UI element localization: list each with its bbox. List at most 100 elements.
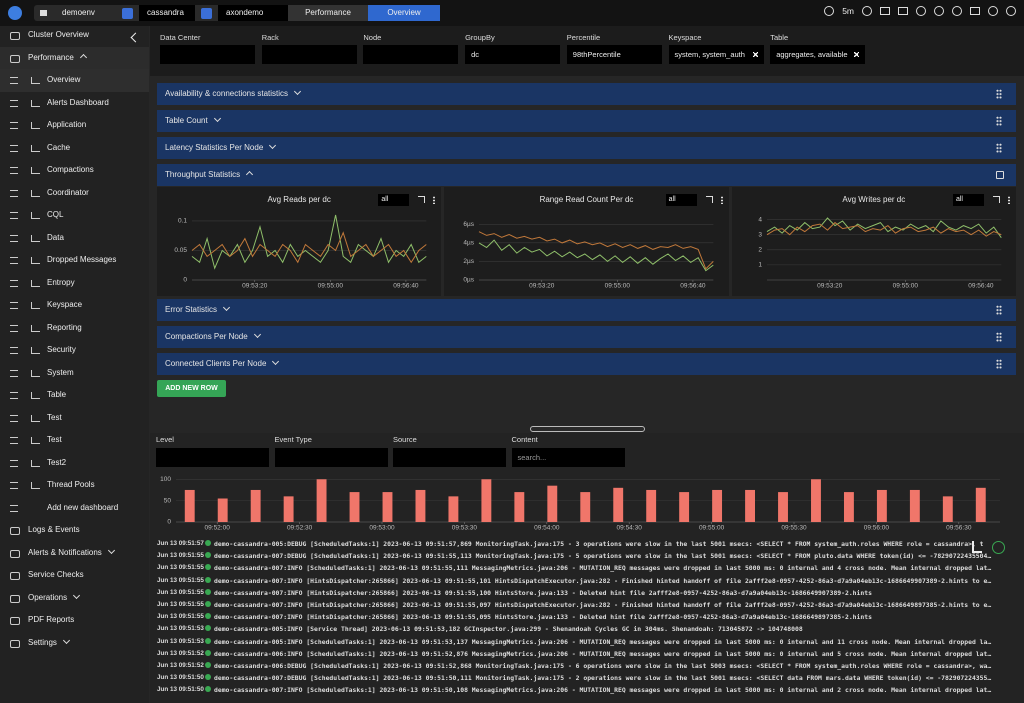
row-header[interactable]: Table Count xyxy=(157,110,1016,132)
row-header[interactable]: Compactions Per Node xyxy=(157,326,1016,348)
dashboard-link[interactable]: Security xyxy=(0,339,149,362)
dashboard-link[interactable]: Coordinator xyxy=(0,182,149,205)
log-row[interactable]: Jun 13 09:51:55 demo-cassandra-007:INFO [… xyxy=(157,611,1003,623)
breadcrumb[interactable]: Overview xyxy=(368,5,440,21)
nav-item[interactable]: Settings xyxy=(0,632,149,655)
breadcrumb[interactable]: Performance xyxy=(288,5,368,21)
refresh-icon[interactable] xyxy=(916,6,926,16)
search-icon[interactable] xyxy=(988,6,998,16)
monitor-icon[interactable] xyxy=(970,7,980,15)
filter-input[interactable] xyxy=(363,45,459,64)
home-icon[interactable] xyxy=(34,5,54,21)
dashboard-link[interactable]: Overview xyxy=(0,69,149,92)
sort-icon[interactable] xyxy=(972,541,982,553)
dashboard-link[interactable]: Compactions xyxy=(0,159,149,182)
row-header[interactable]: Error Statistics xyxy=(157,299,1016,321)
edit-icon[interactable] xyxy=(996,171,1004,179)
dashboard-link[interactable]: Entropy xyxy=(0,272,149,295)
log-row[interactable]: Jun 13 09:51:50 demo-cassandra-007:INFO [… xyxy=(157,684,1003,696)
dashboard-link[interactable]: Test xyxy=(0,407,149,430)
breadcrumb[interactable]: demoenv xyxy=(62,8,95,17)
filter-input[interactable] xyxy=(160,45,255,64)
filter-input[interactable]: 98thPercentile xyxy=(566,45,662,64)
row-header[interactable]: Connected Clients Per Node xyxy=(157,353,1016,375)
log-row[interactable]: Jun 13 09:51:52 demo-cassandra-006:DEBUG … xyxy=(157,660,1003,672)
logo[interactable] xyxy=(8,6,22,20)
nav-item[interactable]: Logs & Events xyxy=(0,519,149,542)
breadcrumb[interactable]: cassandra xyxy=(139,5,195,21)
log-row[interactable]: Jun 13 09:51:55 demo-cassandra-007:INFO [… xyxy=(157,587,1003,599)
log-row[interactable]: Jun 13 09:51:55 demo-cassandra-007:INFO [… xyxy=(157,599,1003,611)
expand-icon[interactable] xyxy=(992,196,1000,203)
log-filter-input[interactable] xyxy=(393,448,506,467)
dashboard-link[interactable]: Alerts Dashboard xyxy=(0,92,149,115)
dashboard-link[interactable]: Test2 xyxy=(0,452,149,475)
pause-icon[interactable] xyxy=(880,7,890,15)
dashboard-link[interactable]: Application xyxy=(0,114,149,137)
log-row[interactable]: Jun 13 09:51:57 demo-cassandra-005:DEBUG … xyxy=(157,538,1003,550)
log-filter-input[interactable] xyxy=(156,448,269,467)
dashboard-link[interactable]: Keyspace xyxy=(0,294,149,317)
nav-item[interactable]: Service Checks xyxy=(0,564,149,587)
nav-item[interactable]: Alerts & Notifications xyxy=(0,542,149,565)
grid-icon[interactable] xyxy=(122,7,133,19)
dashboard-link[interactable]: Test xyxy=(0,429,149,452)
add-row-button[interactable]: ADD NEW ROW xyxy=(157,380,226,397)
breadcrumb[interactable]: axondemo xyxy=(218,5,288,21)
log-row[interactable]: Jun 13 09:51:53 demo-cassandra-005:INFO [… xyxy=(157,623,1003,635)
row-header[interactable]: Availability & connections statistics xyxy=(157,83,1016,105)
drag-icon[interactable] xyxy=(996,89,1002,99)
menu-icon[interactable] xyxy=(433,196,436,204)
play-icon[interactable] xyxy=(992,541,1005,554)
filter-input[interactable]: system, system_auth xyxy=(668,45,764,64)
resize-handle[interactable] xyxy=(530,426,645,432)
user-icon[interactable] xyxy=(1006,6,1016,16)
drag-icon[interactable] xyxy=(996,359,1002,369)
panel-select[interactable]: all xyxy=(378,194,410,206)
row-header[interactable]: Latency Statistics Per Node xyxy=(157,137,1016,159)
log-row[interactable]: Jun 13 09:51:55 demo-cassandra-007:DEBUG … xyxy=(157,550,1003,562)
panel-select[interactable]: all xyxy=(665,194,697,206)
nav-item[interactable]: Cluster Overview xyxy=(0,24,149,47)
bulb-icon[interactable] xyxy=(952,6,962,16)
clear-icon[interactable] xyxy=(854,52,860,57)
menu-icon[interactable] xyxy=(720,196,723,204)
dashboard-link[interactable]: Dropped Messages xyxy=(0,249,149,272)
drag-icon[interactable] xyxy=(996,305,1002,315)
panel-select[interactable]: all xyxy=(952,194,984,206)
dashboard-link[interactable]: Cache xyxy=(0,137,149,160)
log-row[interactable]: Jun 13 09:51:50 demo-cassandra-007:DEBUG … xyxy=(157,672,1003,684)
drag-icon[interactable] xyxy=(996,332,1002,342)
filter-input[interactable]: dc xyxy=(465,45,561,64)
drag-icon[interactable] xyxy=(996,116,1002,126)
location-icon[interactable] xyxy=(934,6,944,16)
forward-icon[interactable] xyxy=(898,7,908,15)
clock-icon[interactable] xyxy=(824,6,835,16)
nav-item[interactable]: Operations xyxy=(0,587,149,610)
log-row[interactable]: Jun 13 09:51:53 demo-cassandra-005:INFO [… xyxy=(157,636,1003,648)
expand-icon[interactable] xyxy=(418,196,426,203)
filter-input[interactable]: aggregates, available xyxy=(770,45,866,64)
time-range[interactable]: 5m xyxy=(842,6,854,16)
clear-icon[interactable] xyxy=(752,52,758,57)
nav-item[interactable]: PDF Reports xyxy=(0,609,149,632)
log-filter-input[interactable] xyxy=(274,448,388,467)
dashboard-link[interactable]: Table xyxy=(0,384,149,407)
nav-section[interactable]: Performance xyxy=(0,46,149,69)
grid-icon[interactable] xyxy=(201,7,212,19)
dashboard-link[interactable]: System xyxy=(0,362,149,385)
expand-icon[interactable] xyxy=(705,196,713,203)
dashboard-link[interactable]: CQL xyxy=(0,204,149,227)
log-filter-input[interactable]: search... xyxy=(511,448,625,467)
menu-icon[interactable] xyxy=(1007,196,1010,204)
log-row[interactable]: Jun 13 09:51:52 demo-cassandra-006:INFO [… xyxy=(157,648,1003,660)
drag-icon[interactable] xyxy=(996,143,1002,153)
dashboard-link[interactable]: Thread Pools xyxy=(0,474,149,497)
dashboard-link[interactable]: Data xyxy=(0,227,149,250)
log-row[interactable]: Jun 13 09:51:55 demo-cassandra-007:INFO [… xyxy=(157,562,1003,574)
history-icon[interactable] xyxy=(862,6,872,16)
row-header[interactable]: Throughput Statistics xyxy=(157,164,1016,186)
dashboard-link[interactable]: Reporting xyxy=(0,317,149,340)
log-row[interactable]: Jun 13 09:51:55 demo-cassandra-007:INFO [… xyxy=(157,575,1003,587)
filter-input[interactable] xyxy=(261,45,357,64)
